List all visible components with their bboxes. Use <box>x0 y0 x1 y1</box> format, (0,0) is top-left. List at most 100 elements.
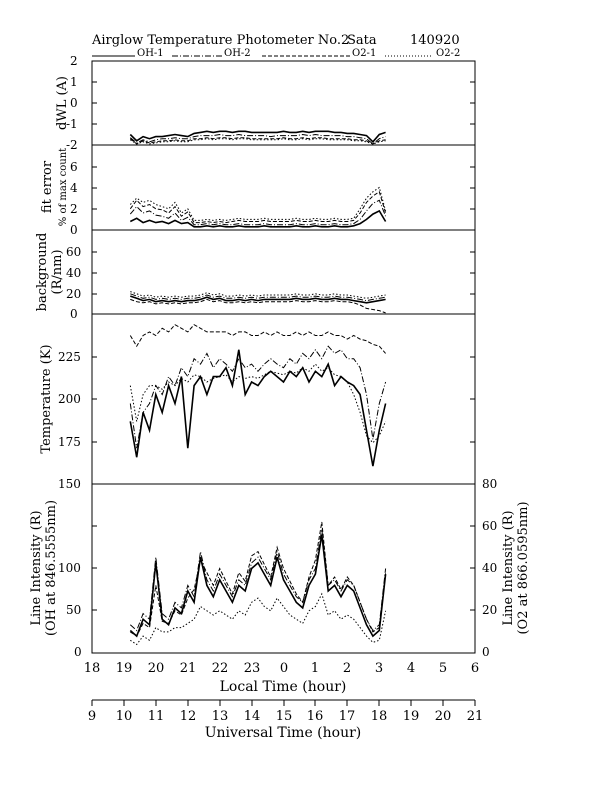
panel-intensity-frame <box>91 483 476 654</box>
intensity-tick-label: 150 <box>58 477 81 491</box>
intensity-right-tick-label: 40 <box>482 561 497 575</box>
temp-series-oh-1 <box>129 349 387 467</box>
bg-tick-label: 40 <box>66 266 81 280</box>
bg-ylabel-2: (R/nm) <box>50 249 65 294</box>
ut-tick-label: 15 <box>276 709 293 724</box>
fit-y-ticks: 6 4 2 0 <box>70 160 475 237</box>
lt-tick-label: 21 <box>180 661 197 676</box>
date-label: 140920 <box>410 33 460 48</box>
legend: OH-1 OH-2 O2-1 O2-2 <box>92 48 460 59</box>
dwl-ylabel: dWL (A) <box>55 76 70 130</box>
lt-tick-label: 20 <box>148 661 165 676</box>
temp-series-oh-2 <box>129 345 387 449</box>
dwl-tick-label: -2 <box>66 138 78 152</box>
intensity-right-tick-label: 60 <box>482 519 497 533</box>
dwl-series-o2-1 <box>129 137 386 145</box>
dwl-tick-label: 1 <box>70 75 78 89</box>
bg-series-o2-2 <box>130 291 386 299</box>
fit-tick-label: 2 <box>70 202 78 216</box>
lt-tick-label: 5 <box>439 661 447 676</box>
lt-tick-label: 19 <box>116 661 133 676</box>
temp-tick-label: 225 <box>58 350 81 364</box>
intensity-ylabel-right-2: (O2 at 866.0595nm) <box>516 501 531 634</box>
ut-tick-label: 21 <box>467 709 484 724</box>
bg-series-o2-1 <box>130 298 386 314</box>
legend-label-o2-1: O2-1 <box>352 48 376 59</box>
dwl-series-o2-2 <box>130 138 386 145</box>
panel-fit-frame <box>91 144 476 231</box>
lt-tick-label: 4 <box>407 661 415 676</box>
fit-series-oh-2 <box>129 199 387 226</box>
intensity-y-ticks: 150 100 50 0 80 60 40 20 0 <box>58 477 497 659</box>
bg-y-ticks: 60 40 20 0 <box>66 245 475 321</box>
lt-tick-label: 1 <box>311 661 319 676</box>
lt-tick-label: 18 <box>84 661 101 676</box>
ut-tick-label: 14 <box>244 709 261 724</box>
ut-tick-label: 13 <box>212 709 229 724</box>
ut-tick-label: 12 <box>180 709 197 724</box>
intensity-right-tick-label: 20 <box>482 603 497 617</box>
lt-tick-label: 22 <box>212 661 229 676</box>
panel-temp-frame <box>91 313 476 485</box>
dwl-y-ticks: 2 1 0 -1 -2 <box>66 54 475 152</box>
ut-tick-label: 20 <box>435 709 452 724</box>
bg-series-oh-2 <box>130 293 386 302</box>
intensity-right-tick-label: 0 <box>482 645 490 659</box>
fit-ylabel-2: % of max count <box>58 148 69 226</box>
fit-series-o2-2 <box>129 186 387 221</box>
intensity-tick-label: 50 <box>66 603 81 617</box>
bg-tick-label: 20 <box>66 287 81 301</box>
intensity-ylabel-right: Line Intensity (R) <box>501 510 516 625</box>
temp-y-ticks: 225 200 175 <box>58 350 475 449</box>
bg-tick-label: 0 <box>70 307 78 321</box>
intensity-series-o2-1 <box>130 521 387 637</box>
lt-tick-label: 6 <box>471 661 479 676</box>
ut-tick-label: 17 <box>339 709 356 724</box>
ut-tick-label: 10 <box>116 709 133 724</box>
intensity-ylabel: Line Intensity (R) <box>29 510 44 625</box>
fit-tick-label: 6 <box>70 160 78 174</box>
temp-series-o2-2 <box>129 363 387 444</box>
intensity-series-oh-2 <box>129 529 387 632</box>
intensity-ylabel-2: (OH at 846.5555nm) <box>44 500 59 636</box>
universal-time-label: Universal Time (hour) <box>205 725 362 741</box>
bg-ylabel: background <box>35 233 50 312</box>
intensity-tick-label: 100 <box>58 561 81 575</box>
figure-title: Airglow Temperature Photometer No.2 <box>91 33 349 48</box>
site-label: Sata <box>347 33 377 48</box>
series-layer <box>129 130 387 646</box>
lt-tick-label: 2 <box>343 661 351 676</box>
bg-tick-label: 60 <box>66 245 81 259</box>
temp-tick-label: 175 <box>58 435 81 449</box>
fit-series-o2-1 <box>129 191 387 224</box>
lt-tick-label: 3 <box>375 661 383 676</box>
ut-tick-label: 18 <box>371 709 388 724</box>
universal-time-axis: 9 10 11 12 13 14 15 16 17 18 19 20 21 Un… <box>88 709 483 741</box>
legend-label-oh-1: OH-1 <box>137 48 164 59</box>
legend-label-oh-2: OH-2 <box>224 48 251 59</box>
legend-label-o2-2: O2-2 <box>436 48 460 59</box>
intensity-series-oh-1 <box>129 534 387 638</box>
ut-axis-ticks <box>91 700 476 706</box>
intensity-series-o2-2 <box>130 592 387 646</box>
local-time-label: Local Time (hour) <box>220 679 347 695</box>
bg-series-oh-1 <box>130 295 386 304</box>
panel-dwl-frame <box>91 60 476 146</box>
fit-tick-label: 4 <box>70 181 78 195</box>
intensity-tick-label: 0 <box>74 645 82 659</box>
ut-tick-label: 9 <box>88 709 96 724</box>
dwl-tick-label: -1 <box>66 117 78 131</box>
dwl-tick-label: 0 <box>70 96 78 110</box>
ut-tick-label: 16 <box>307 709 324 724</box>
fit-ylabel: fit error <box>40 160 55 213</box>
lt-tick-label: 23 <box>244 661 261 676</box>
ut-tick-label: 19 <box>403 709 420 724</box>
dwl-series-oh-2 <box>129 133 386 145</box>
intensity-right-tick-label: 80 <box>482 477 497 491</box>
temp-series-o2-1 <box>129 324 386 354</box>
dwl-tick-label: 2 <box>70 54 78 68</box>
lt-tick-label: 0 <box>280 661 288 676</box>
fit-tick-label: 0 <box>70 223 78 237</box>
temp-ylabel: Temperature (K) <box>39 344 54 453</box>
